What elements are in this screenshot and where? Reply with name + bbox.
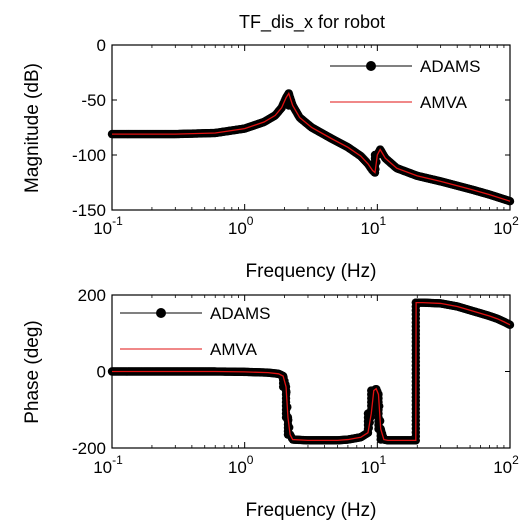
legend-adams-label: ADAMS — [210, 304, 270, 323]
xtick-label: 101 — [361, 453, 387, 477]
phase-xlabel: Frequency (Hz) — [246, 500, 377, 521]
magnitude-xticks: 10-1 100 101 102 — [93, 45, 519, 238]
xtick-label: 102 — [493, 453, 519, 477]
legend-amva-label: AMVA — [210, 340, 258, 359]
legend-amva-label: AMVA — [420, 93, 468, 112]
xtick-exponent: 0 — [247, 214, 254, 228]
xtick-base: 10 — [93, 219, 112, 238]
ytick-label: -200 — [72, 439, 106, 458]
xtick-label: 10-1 — [93, 453, 123, 477]
xtick-base: 10 — [228, 458, 247, 477]
magnitude-legend: ADAMS AMVA — [330, 57, 480, 112]
xtick-label: 100 — [228, 453, 254, 477]
magnitude-panel: TF_dis_x for robot 0-50-100-150 10-1 100 1… — [22, 12, 519, 282]
magnitude-ylabel: Magnitude (dB) — [22, 63, 43, 193]
xtick-base: 10 — [361, 458, 380, 477]
xtick-exponent: 2 — [512, 214, 519, 228]
phase-ylabel: Phase (deg) — [22, 320, 43, 424]
phase-legend: ADAMS AMVA — [120, 304, 270, 359]
xtick-exponent: 1 — [379, 214, 386, 228]
ytick-label: 200 — [78, 286, 106, 305]
xtick-exponent: -1 — [112, 453, 123, 467]
magnitude-yticks: 0 -50 -100 -150 — [72, 36, 510, 220]
xtick-label: 101 — [361, 214, 387, 238]
xtick-label: 102 — [493, 214, 519, 238]
xtick-exponent: 1 — [379, 453, 386, 467]
legend-adams-marker — [156, 308, 166, 318]
phase-xticks: 10-1 100 101 102 — [93, 295, 519, 477]
xtick-exponent: -1 — [112, 214, 123, 228]
legend-adams-marker — [366, 61, 376, 71]
xtick-base: 10 — [493, 219, 512, 238]
amva-line — [112, 91, 511, 202]
phase-series — [107, 298, 515, 445]
ytick-label: 0 — [97, 36, 106, 55]
legend-adams-label: ADAMS — [420, 57, 480, 76]
magnitude-series — [107, 89, 515, 206]
xtick-exponent: 2 — [512, 453, 519, 467]
xtick-label: 100 — [228, 214, 254, 238]
adams-point — [284, 101, 293, 110]
adams-point — [505, 320, 515, 330]
xtick-base: 10 — [493, 458, 512, 477]
xtick-base: 10 — [93, 458, 112, 477]
ytick-label: -50 — [81, 91, 106, 110]
xtick-label: 10-1 — [93, 214, 123, 238]
xtick-base: 10 — [228, 219, 247, 238]
ytick-label: -150 — [72, 201, 106, 220]
amva-line — [112, 301, 511, 442]
xtick-exponent: 0 — [247, 453, 254, 467]
ytick-label: 0 — [97, 363, 106, 382]
ytick-label: -100 — [72, 146, 106, 165]
phase-yticks: 200 0 -200 — [72, 286, 510, 458]
magnitude-xlabel: Frequency (Hz) — [246, 261, 377, 282]
magnitude-title: TF_dis_x for robot — [239, 12, 385, 33]
xtick-base: 10 — [361, 219, 380, 238]
